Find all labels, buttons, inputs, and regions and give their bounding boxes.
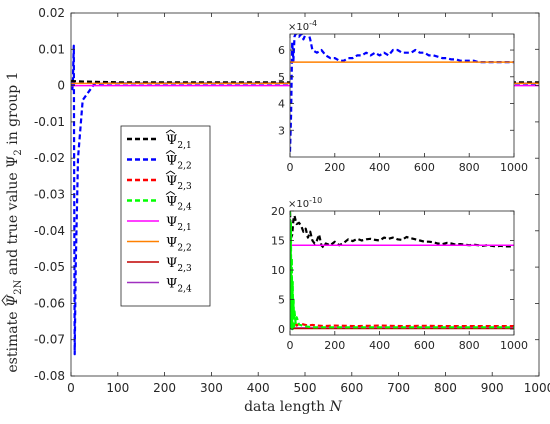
inset-top-xtick-label: 200: [324, 161, 345, 174]
main-x-axis-label: data length N: [244, 399, 343, 415]
y-label-pre: estimate: [5, 307, 21, 373]
inset-bottom-plot-area: [290, 211, 514, 335]
legend-sub-2: 2,3: [177, 182, 192, 192]
y-label-post: in group 1: [5, 71, 21, 149]
legend-sub-7: 2,4: [177, 285, 192, 295]
inset-bottom-series-2: [290, 317, 514, 328]
inset-bottom-exponent-power: -10: [309, 196, 322, 205]
main-xtick-label: 200: [153, 381, 176, 395]
inset-top-series-0: [290, 34, 514, 152]
main-ytick-label: -0.08: [34, 369, 65, 383]
main-ytick-label: -0.05: [34, 260, 65, 274]
main-ytick-label: -0.01: [34, 115, 65, 129]
inset-bottom-ytick-label: 5: [278, 294, 285, 307]
legend-hat-3: [165, 190, 176, 195]
inset-bottom-ytick-label: 10: [271, 264, 285, 277]
inset-top-ytick-label: 4: [278, 98, 285, 111]
y-label-sym: Ψ: [5, 156, 21, 168]
legend-sub-6: 2,3: [177, 264, 192, 274]
inset-bottom-series-5: [290, 211, 514, 331]
legend-hat-0: [165, 129, 176, 134]
main-series-1: [71, 79, 539, 84]
main-xtick-label: 300: [200, 381, 223, 395]
legend-sub-0: 2,1: [177, 141, 191, 151]
main-ytick-label: 0: [57, 79, 65, 93]
inset-top-xtick-label: 0: [287, 161, 294, 174]
main-ytick-label: -0.02: [34, 151, 65, 165]
main-ytick-label: -0.03: [34, 188, 65, 202]
y-label-hat-mark: [1, 295, 7, 306]
legend-sub-5: 2,2: [177, 244, 191, 254]
main-xtick-label: 100: [106, 381, 129, 395]
inset-top-xtick-label: 600: [414, 161, 435, 174]
inset-top-ytick-label: 3: [278, 124, 285, 137]
svg-text:data length N: data length N: [244, 399, 343, 415]
legend: Ψ2,1Ψ2,2Ψ2,3Ψ2,4Ψ2,1Ψ2,2Ψ2,3Ψ2,4: [120, 125, 211, 307]
inset-top-plot-area: [290, 34, 514, 157]
inset-bottom-ytick-label: 20: [271, 205, 285, 218]
main-xtick-label: 800: [434, 381, 457, 395]
inset-bottom-series-group: [290, 211, 514, 331]
inset-top-xtick-label: 1000: [500, 161, 528, 174]
main-ytick-label: 0.01: [38, 42, 65, 56]
inset-top-ytick-label: 5: [278, 71, 285, 84]
legend-sub-1: 2,2: [177, 162, 191, 172]
svg-text:estimate Ψ2N and true value Ψ2: estimate Ψ2N and true value Ψ2 in group …: [5, 71, 24, 372]
legend-sub-3: 2,4: [177, 203, 192, 213]
main-ytick-label: 0.02: [38, 6, 65, 20]
y-label-mid: and true value: [5, 168, 21, 280]
main-y-axis-label: estimate Ψ2N and true value Ψ2 in group …: [5, 71, 24, 372]
main-xtick-label: 500: [294, 381, 317, 395]
main-xtick-label: 0: [67, 381, 75, 395]
main-xtick-label: 700: [387, 381, 410, 395]
inset-top-xtick-label: 400: [369, 161, 390, 174]
y-label-sub: 2: [13, 149, 24, 155]
main-xtick-label: 900: [481, 381, 504, 395]
main-series-0: [71, 44, 539, 356]
main-ytick-label: -0.07: [34, 333, 65, 347]
inset-bottom-xtick-label: 400: [369, 339, 390, 352]
main-ytick-label: -0.06: [34, 296, 65, 310]
inset-bottom-xtick-label: 1000: [500, 339, 528, 352]
inset-bottom-xtick-label: 600: [414, 339, 435, 352]
inset-bottom-ytick-label: 0: [278, 323, 285, 336]
inset-top-xtick-label: 800: [459, 161, 480, 174]
legend-hat-2: [165, 170, 176, 175]
x-label-text: data length: [244, 399, 330, 415]
y-label-hat-sym: Ψ: [5, 294, 21, 307]
x-label-var: N: [329, 399, 343, 415]
inset-bottom-xtick-label: 800: [459, 339, 480, 352]
inset-bottom-xtick-label: 200: [324, 339, 345, 352]
inset-bottom-xtick-label: 0: [287, 339, 294, 352]
inset-top-exponent-power: -4: [309, 19, 317, 28]
legend-hat-1: [165, 149, 176, 154]
legend-box: [120, 125, 211, 307]
inset-top-series-group: [290, 34, 514, 152]
y-label-hat-sub: 2N: [13, 279, 24, 294]
y-label-hat-path: [1, 295, 7, 306]
inset-top-ytick-label: 6: [278, 44, 285, 57]
legend-sub-4: 2,1: [177, 223, 191, 233]
main-xtick-label: 600: [340, 381, 363, 395]
inset-top-axes-box: [289, 33, 515, 158]
main-ytick-label: -0.04: [34, 224, 65, 238]
main-xtick-label: 1000: [524, 381, 550, 395]
inset-bottom-ytick-label: 15: [271, 235, 285, 248]
main-xtick-label: 400: [247, 381, 270, 395]
inset-bottom-axes-box: [289, 210, 515, 336]
